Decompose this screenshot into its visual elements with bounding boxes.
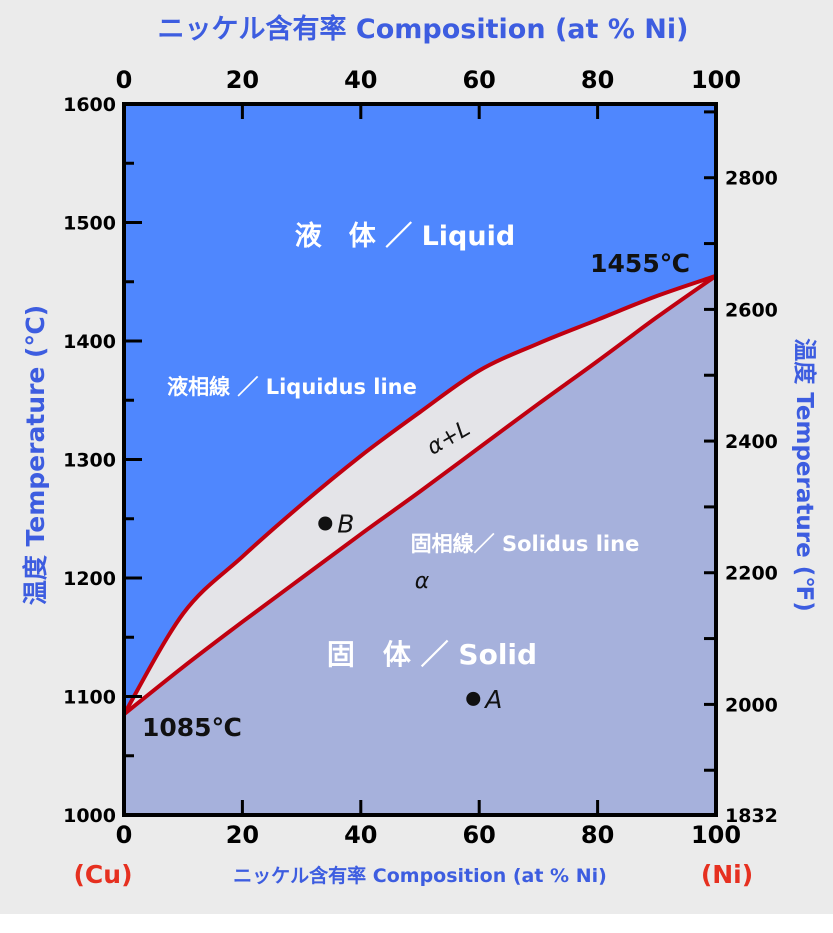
top-x-tick-label-0: 0 bbox=[116, 66, 133, 94]
right-y-tick-label-2000: 2000 bbox=[725, 694, 778, 716]
bottom-x-tick-label-40: 40 bbox=[344, 821, 377, 849]
right-y-tick-label-2600: 2600 bbox=[725, 299, 778, 321]
point-a-label: A bbox=[483, 685, 502, 714]
left-y-tick-label-1100: 1100 bbox=[63, 687, 116, 709]
liquid-region-label: 液 体 ／ Liquid bbox=[295, 221, 515, 252]
point-b-label: B bbox=[337, 509, 354, 538]
right-y-tick-label-1832: 1832 bbox=[725, 805, 778, 827]
top-x-tick-label-40: 40 bbox=[344, 66, 377, 94]
top-x-tick-label-80: 80 bbox=[581, 66, 614, 94]
point-b-marker bbox=[318, 516, 333, 531]
bottom-axis-title: ニッケル含有率 Composition (at % Ni) bbox=[233, 864, 607, 887]
left-y-tick-label-1400: 1400 bbox=[63, 331, 116, 353]
plot-area: B A 0 0 20 20 40 40 60 60 80 80 100 100 1000 1100 1200 13… bbox=[63, 66, 778, 849]
right-y-tick-label-2200: 2200 bbox=[725, 563, 778, 585]
left-axis-title: 温度 Temperature (℃) bbox=[21, 305, 50, 605]
bottom-x-tick-label-60: 60 bbox=[462, 821, 495, 849]
left-y-tick-label-1000: 1000 bbox=[63, 805, 116, 827]
cu-endpoint-label: (Cu) bbox=[74, 860, 133, 889]
bottom-x-tick-label-20: 20 bbox=[226, 821, 259, 849]
alpha-region-label: α bbox=[415, 569, 430, 594]
bottom-x-tick-label-80: 80 bbox=[581, 821, 614, 849]
left-y-tick-label-1300: 1300 bbox=[63, 450, 116, 472]
top-axis-title: ニッケル含有率 Composition (at % Ni) bbox=[158, 13, 689, 45]
right-axis-title: 温度 Temperature (℉) bbox=[791, 338, 818, 611]
solidus-line-label: 固相線／ Solidus line bbox=[411, 532, 640, 556]
top-x-tick-label-20: 20 bbox=[226, 66, 259, 94]
solid-region-label: 固 体 ／ Solid bbox=[327, 638, 537, 671]
bottom-strip bbox=[0, 914, 833, 933]
liquidus-line bbox=[122, 273, 717, 716]
cu-melting-point-label: 1085℃ bbox=[142, 713, 242, 742]
top-x-tick-label-100: 100 bbox=[691, 66, 741, 94]
bottom-x-tick-label-0: 0 bbox=[116, 821, 133, 849]
point-a-marker bbox=[466, 691, 481, 706]
right-y-tick-label-2800: 2800 bbox=[725, 168, 778, 190]
top-x-tick-label-60: 60 bbox=[462, 66, 495, 94]
ni-melting-point-label: 1455℃ bbox=[590, 249, 690, 278]
left-y-tick-label-1500: 1500 bbox=[63, 213, 116, 235]
right-y-tick-label-2400: 2400 bbox=[725, 431, 778, 453]
left-y-tick-label-1200: 1200 bbox=[63, 568, 116, 590]
liquidus-line-label: 液相線 ／ Liquidus line bbox=[167, 375, 417, 399]
ni-endpoint-label: (Ni) bbox=[701, 860, 753, 889]
solidus-line bbox=[122, 274, 718, 716]
bottom-x-tick-label-100: 100 bbox=[691, 821, 741, 849]
left-y-tick-label-1600: 1600 bbox=[63, 94, 116, 116]
solid-region bbox=[124, 275, 716, 815]
